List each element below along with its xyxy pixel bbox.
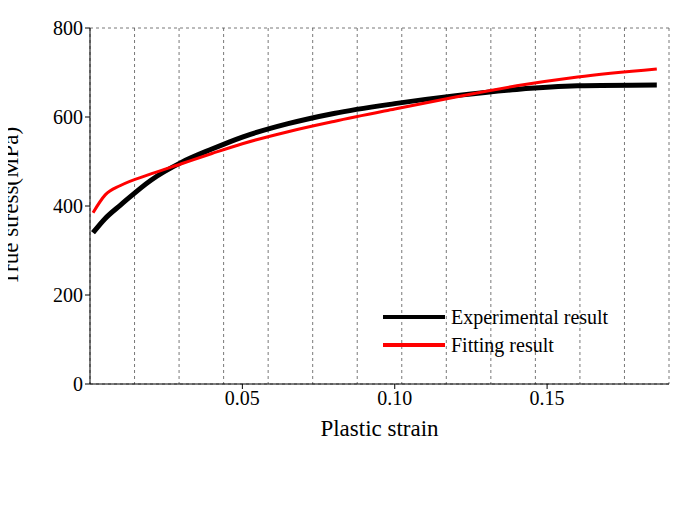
svg-text:800: 800 <box>53 17 83 39</box>
svg-text:200: 200 <box>53 284 83 306</box>
svg-text:Plastic strain: Plastic strain <box>320 416 439 441</box>
svg-text:600: 600 <box>53 106 83 128</box>
svg-text:0.10: 0.10 <box>377 387 412 409</box>
svg-text:0: 0 <box>73 373 83 395</box>
svg-text:400: 400 <box>53 195 83 217</box>
html-text:Experimental result: Experimental result <box>451 305 609 328</box>
svg-text:0.15: 0.15 <box>530 387 565 409</box>
svg-text:0.05: 0.05 <box>225 387 260 409</box>
html-text:Fitting result: Fitting result <box>451 333 554 356</box>
svg-text:True stress(MPa): True stress(MPa) <box>8 127 23 285</box>
